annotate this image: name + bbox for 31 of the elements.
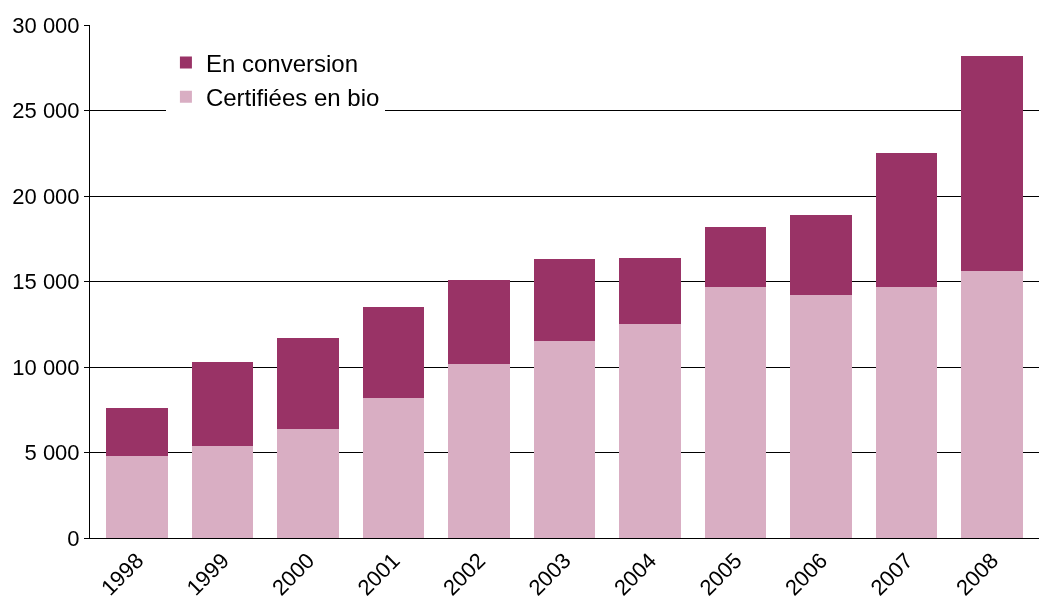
bar	[704, 226, 767, 287]
bar	[191, 361, 254, 446]
bar	[448, 279, 510, 364]
bar	[191, 445, 254, 538]
legend-label: En conversion	[205, 49, 359, 77]
bar	[790, 295, 852, 538]
y-tick-label: 25 000	[12, 98, 80, 124]
y-tick-label: 30 000	[12, 12, 80, 38]
bar	[277, 337, 339, 429]
y-tick-label: 5 000	[24, 440, 80, 466]
y-tick-label: 20 000	[12, 183, 80, 209]
bar	[619, 257, 681, 325]
bar	[961, 271, 1023, 538]
bar	[362, 307, 425, 398]
bar	[875, 153, 938, 288]
y-tick-label: 10 000	[12, 354, 80, 380]
bar	[961, 55, 1023, 272]
bar	[362, 397, 425, 538]
bar	[875, 287, 938, 538]
bar	[277, 428, 339, 538]
bar	[533, 341, 596, 538]
legend-label: Certifiées en bio	[205, 84, 380, 112]
bar	[704, 286, 767, 538]
bar	[619, 324, 681, 538]
y-tick-label: 15 000	[12, 269, 80, 295]
bar	[448, 363, 510, 538]
bar	[790, 214, 852, 296]
y-tick-label: 0	[67, 525, 80, 551]
bar	[106, 408, 168, 456]
bar	[106, 455, 168, 538]
bar	[533, 259, 596, 342]
